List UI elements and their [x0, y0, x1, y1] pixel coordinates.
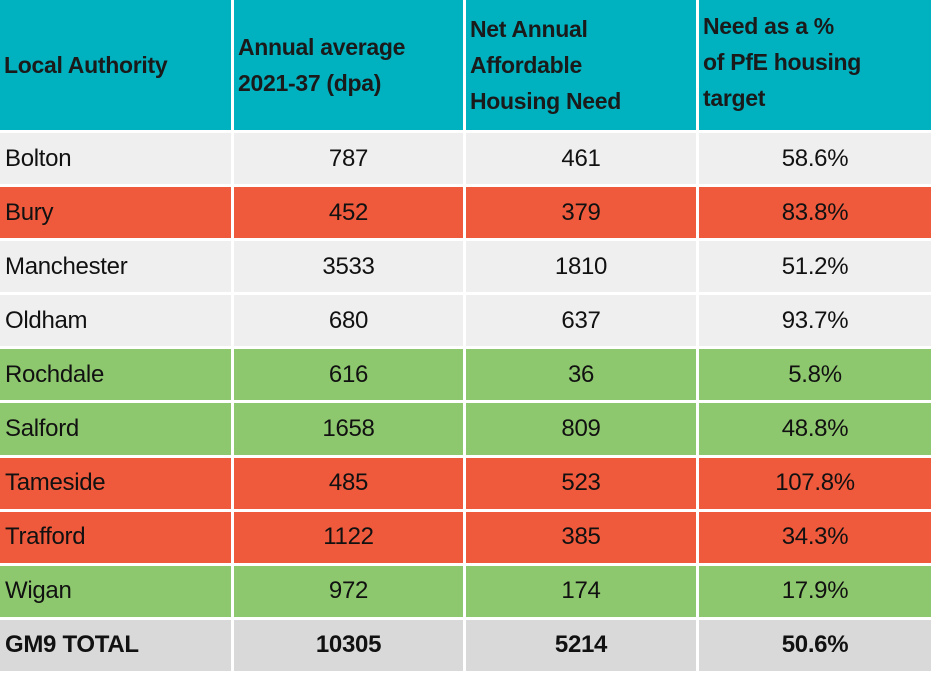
header-annual-average-line1: Annual average: [238, 34, 406, 60]
cell-annual: 972: [234, 565, 466, 620]
cell-need: 174: [466, 565, 699, 620]
total-need: 5214: [466, 619, 699, 674]
total-annual: 10305: [234, 619, 466, 674]
cell-name: Oldham: [0, 295, 234, 350]
cell-pct: 5.8%: [699, 349, 934, 404]
cell-annual: 1658: [234, 403, 466, 458]
header-net-need: Net Annual Affordable Housing Need: [466, 0, 699, 133]
cell-pct: 51.2%: [699, 241, 934, 296]
total-pct: 50.6%: [699, 619, 934, 674]
cell-need: 637: [466, 295, 699, 350]
cell-name: Rochdale: [0, 349, 234, 404]
cell-annual: 1122: [234, 511, 466, 566]
cell-need: 461: [466, 133, 699, 188]
header-annual-average-line2: 2021-37 (dpa): [238, 70, 382, 96]
header-local-authority: Local Authority: [0, 0, 234, 133]
header-need-pct-text: Need as a % of PfE housing target: [703, 8, 861, 116]
header-annual-average: Annual average 2021-37 (dpa): [234, 0, 466, 133]
cell-pct: 48.8%: [699, 403, 934, 458]
header-net-need-line2: Housing Need: [470, 88, 622, 114]
cell-need: 809: [466, 403, 699, 458]
cell-name: Trafford: [0, 511, 234, 566]
cell-annual: 3533: [234, 241, 466, 296]
header-need-pct-line3: target: [703, 85, 766, 111]
header-need-pct: Need as a % of PfE housing target: [699, 0, 934, 133]
cell-annual: 452: [234, 187, 466, 242]
cell-need: 36: [466, 349, 699, 404]
cell-pct: 58.6%: [699, 133, 934, 188]
cell-name: Manchester: [0, 241, 234, 296]
total-name: GM9 TOTAL: [0, 619, 234, 674]
cell-need: 523: [466, 457, 699, 512]
cell-pct: 107.8%: [699, 457, 934, 512]
cell-annual: 680: [234, 295, 466, 350]
header-need-pct-line1: Need as a %: [703, 13, 834, 39]
cell-name: Bolton: [0, 133, 234, 188]
cell-pct: 34.3%: [699, 511, 934, 566]
cell-annual: 616: [234, 349, 466, 404]
cell-name: Salford: [0, 403, 234, 458]
cell-annual: 787: [234, 133, 466, 188]
header-annual-average-text: Annual average 2021-37 (dpa): [238, 29, 405, 101]
cell-pct: 93.7%: [699, 295, 934, 350]
cell-name: Wigan: [0, 565, 234, 620]
header-net-need-text: Net Annual Affordable Housing Need: [470, 11, 696, 119]
cell-need: 1810: [466, 241, 699, 296]
header-need-pct-line2: of PfE housing: [703, 49, 862, 75]
header-local-authority-label: Local Authority: [4, 52, 168, 78]
cell-pct: 17.9%: [699, 565, 934, 620]
cell-name: Tameside: [0, 457, 234, 512]
cell-name: Bury: [0, 187, 234, 242]
cell-need: 385: [466, 511, 699, 566]
cell-annual: 485: [234, 457, 466, 512]
cell-pct: 83.8%: [699, 187, 934, 242]
cell-need: 379: [466, 187, 699, 242]
header-net-need-line1: Net Annual Affordable: [470, 16, 588, 78]
